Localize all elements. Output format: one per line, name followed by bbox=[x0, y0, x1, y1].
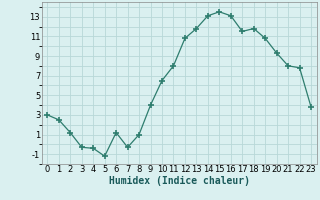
X-axis label: Humidex (Indice chaleur): Humidex (Indice chaleur) bbox=[109, 176, 250, 186]
